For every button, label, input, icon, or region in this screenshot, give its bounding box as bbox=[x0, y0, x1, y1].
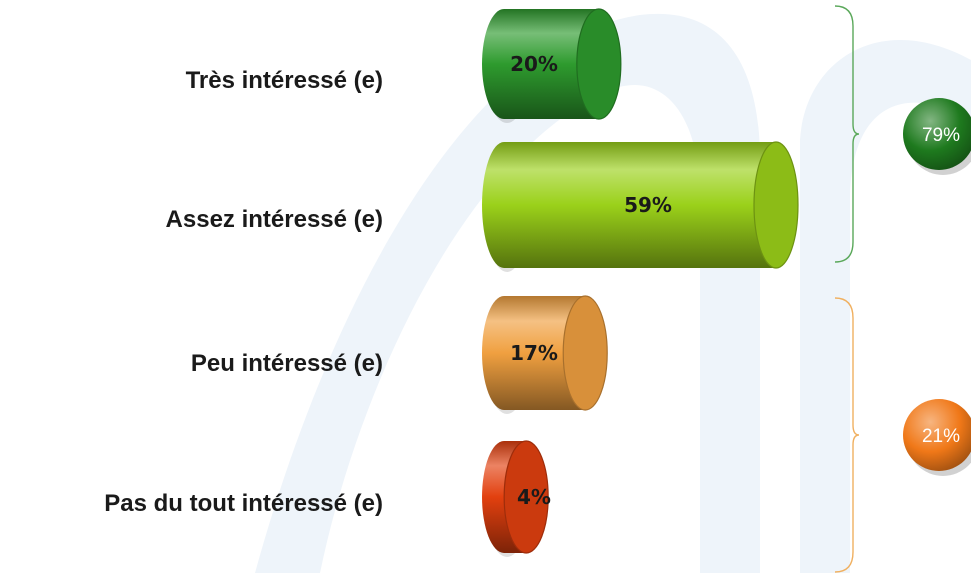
bar-3 bbox=[482, 295, 608, 414]
group-bubble-1 bbox=[903, 98, 971, 175]
category-label-peu-interesse: Peu intéressé (e) bbox=[190, 350, 383, 377]
group-bracket-2 bbox=[834, 297, 860, 573]
group-bubble-2 bbox=[903, 399, 971, 476]
bar-value-label-1: 20% bbox=[510, 52, 558, 76]
bar-value-label-2: 59% bbox=[624, 193, 672, 217]
bar-2 bbox=[482, 141, 799, 272]
group-total-label-2: 21% bbox=[922, 426, 960, 447]
bar-value-label-4: 4% bbox=[517, 485, 551, 509]
category-label-pas-du-tout-interesse: Pas du tout intéressé (e) bbox=[104, 490, 383, 517]
category-label-assez-interesse: Assez intéressé (e) bbox=[165, 206, 383, 233]
bar-1 bbox=[482, 8, 622, 123]
group-bracket-1 bbox=[834, 5, 860, 263]
bar-value-label-3: 17% bbox=[510, 341, 558, 365]
category-label-tres-interesse: Très intéressé (e) bbox=[185, 67, 383, 94]
group-total-label-1: 79% bbox=[922, 125, 960, 146]
bar-4 bbox=[482, 440, 549, 557]
